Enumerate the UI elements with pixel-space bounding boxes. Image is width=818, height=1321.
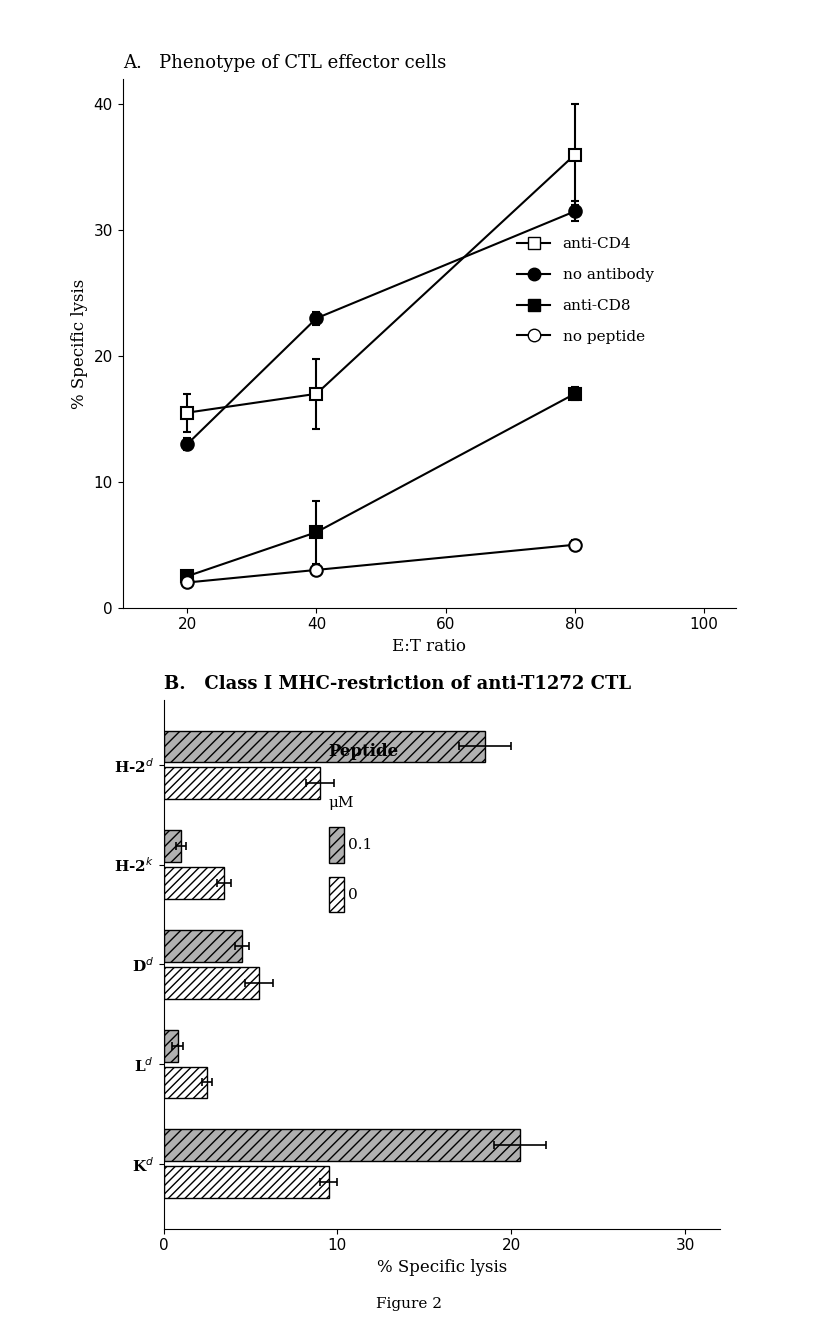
Bar <box>164 1066 207 1099</box>
Text: A.   Phenotype of CTL effector cells: A. Phenotype of CTL effector cells <box>123 54 446 73</box>
Legend: anti-CD4, no antibody, anti-CD8, no peptide: anti-CD4, no antibody, anti-CD8, no pept… <box>510 231 660 350</box>
Bar <box>164 830 181 863</box>
X-axis label: % Specific lysis: % Specific lysis <box>376 1259 507 1276</box>
Bar <box>164 1029 178 1062</box>
Bar <box>329 877 344 913</box>
Bar <box>329 827 344 863</box>
Text: 0: 0 <box>348 888 357 901</box>
Bar <box>164 1166 329 1198</box>
Text: 0.1: 0.1 <box>348 838 372 852</box>
Bar <box>164 930 242 962</box>
Bar <box>164 1129 520 1161</box>
Text: B.   Class I MHC-restriction of anti-T1272 CTL: B. Class I MHC-restriction of anti-T1272… <box>164 675 631 694</box>
Bar <box>164 768 320 799</box>
X-axis label: E:T ratio: E:T ratio <box>393 638 466 655</box>
Bar <box>164 731 485 762</box>
Bar <box>164 867 224 900</box>
Text: Figure 2: Figure 2 <box>376 1297 442 1310</box>
Y-axis label: % Specific lysis: % Specific lysis <box>71 279 88 408</box>
Text: Peptide: Peptide <box>329 742 399 760</box>
Bar <box>164 967 259 999</box>
Text: μM: μM <box>329 795 354 810</box>
